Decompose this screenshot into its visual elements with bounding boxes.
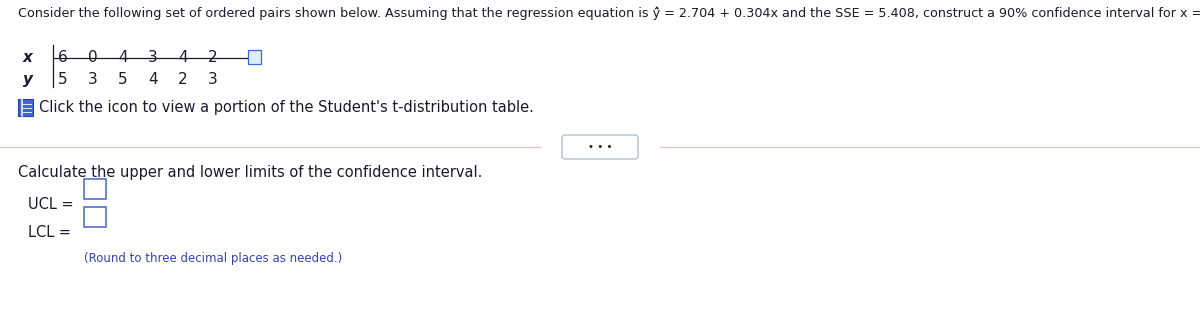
Text: 4: 4: [178, 50, 188, 65]
Text: • • •: • • •: [588, 142, 612, 152]
Text: 4: 4: [148, 72, 158, 87]
Text: 4: 4: [118, 50, 128, 65]
Text: 0: 0: [88, 50, 98, 65]
Text: 5: 5: [118, 72, 128, 87]
Text: 3: 3: [208, 72, 218, 87]
Text: UCL =: UCL =: [28, 197, 73, 212]
Text: Click the icon to view a portion of the Student's t-distribution table.: Click the icon to view a portion of the …: [38, 100, 534, 115]
FancyBboxPatch shape: [84, 207, 106, 227]
FancyBboxPatch shape: [84, 179, 106, 199]
FancyBboxPatch shape: [18, 99, 32, 116]
FancyBboxPatch shape: [248, 50, 260, 64]
FancyBboxPatch shape: [562, 135, 638, 159]
Text: (Round to three decimal places as needed.): (Round to three decimal places as needed…: [84, 252, 342, 265]
Text: y: y: [23, 72, 34, 87]
Text: 2: 2: [178, 72, 188, 87]
Text: 3: 3: [148, 50, 158, 65]
Text: Calculate the upper and lower limits of the confidence interval.: Calculate the upper and lower limits of …: [18, 165, 482, 180]
Text: x: x: [23, 50, 32, 65]
Text: 5: 5: [58, 72, 68, 87]
Text: 3: 3: [88, 72, 98, 87]
Text: 2: 2: [208, 50, 218, 65]
Text: Consider the following set of ordered pairs shown below. Assuming that the regre: Consider the following set of ordered pa…: [18, 6, 1200, 20]
Text: LCL =: LCL =: [28, 225, 71, 240]
Text: 6: 6: [58, 50, 68, 65]
